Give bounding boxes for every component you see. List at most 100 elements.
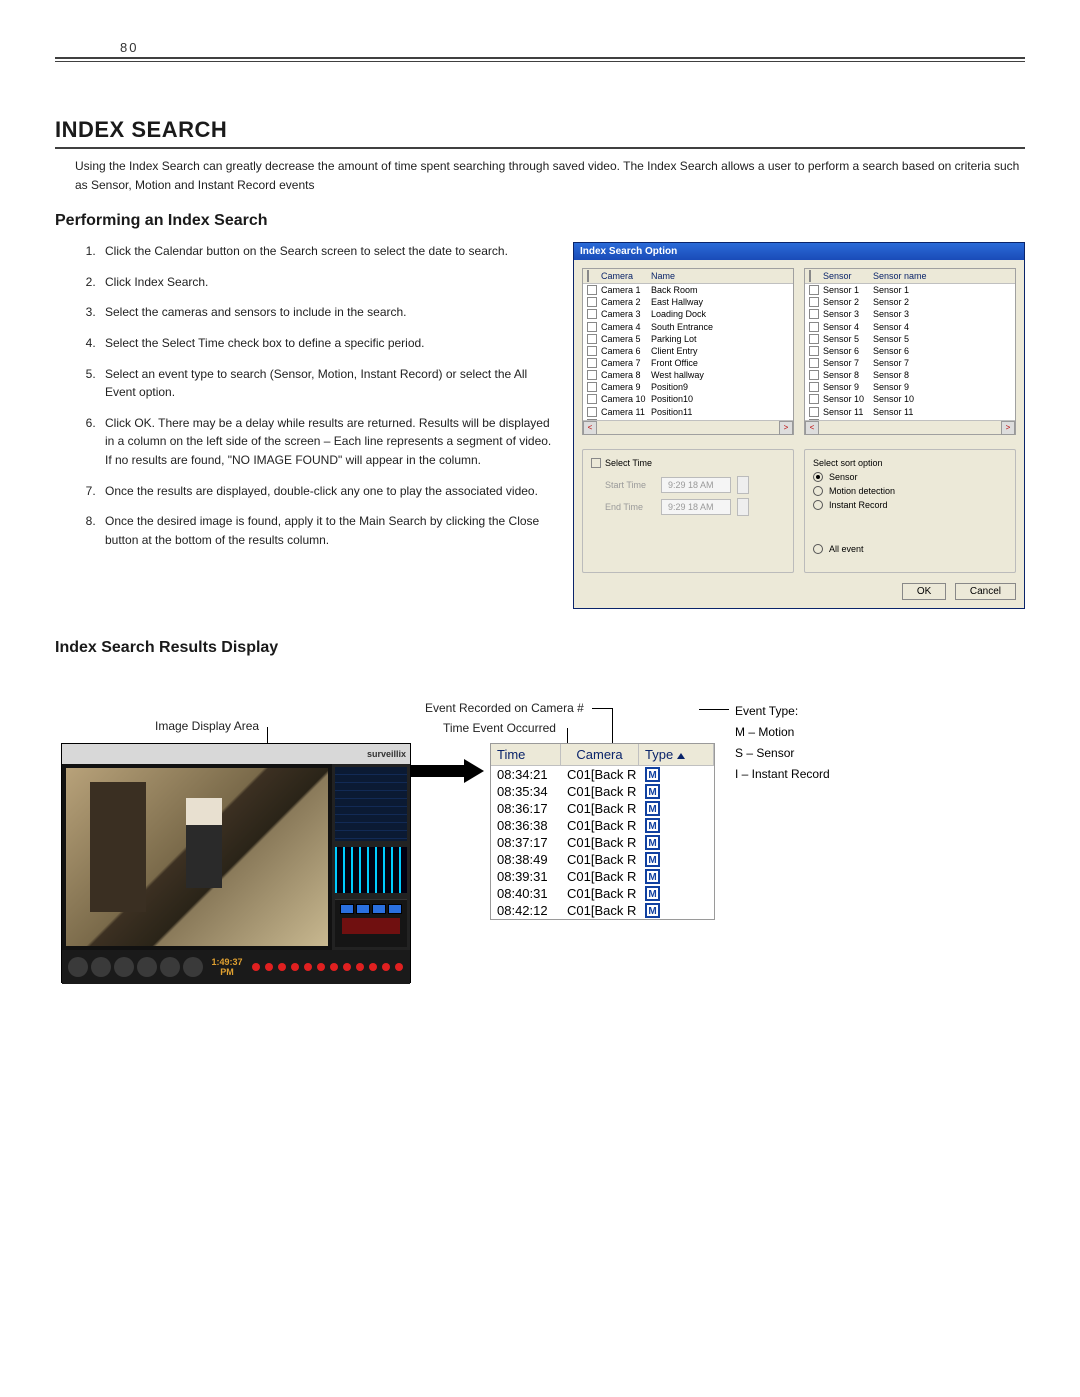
camera-row[interactable]: Camera 7Front Office (583, 357, 793, 369)
camera-row[interactable]: Camera 12Position12 (583, 418, 793, 420)
row-checkbox[interactable] (587, 382, 597, 392)
row-checkbox[interactable] (587, 419, 597, 420)
sensor-row[interactable]: Sensor 8Sensor 8 (805, 369, 1015, 381)
start-time-spinner[interactable] (737, 476, 749, 494)
result-row[interactable]: 08:38:49C01[Back RM (491, 851, 714, 868)
row-checkbox[interactable] (809, 370, 819, 380)
sensor-row[interactable]: Sensor 3Sensor 3 (805, 308, 1015, 320)
row-checkbox[interactable] (587, 358, 597, 368)
sensor-row[interactable]: Sensor 12Sensor 12 (805, 418, 1015, 420)
sensor-row[interactable]: Sensor 7Sensor 7 (805, 357, 1015, 369)
result-row[interactable]: 08:37:17C01[Back RM (491, 834, 714, 851)
sensor-row[interactable]: Sensor 6Sensor 6 (805, 345, 1015, 357)
cancel-button[interactable]: Cancel (955, 583, 1016, 600)
motion-type-icon: M (645, 852, 660, 867)
result-row[interactable]: 08:39:31C01[Back RM (491, 868, 714, 885)
heading-results-display: Index Search Results Display (55, 639, 1025, 657)
sensor-listbox[interactable]: Sensor Sensor name Sensor 1Sensor 1Senso… (804, 268, 1016, 435)
camera-select-all-checkbox[interactable] (587, 270, 589, 282)
legend-event-type: Event Type: (735, 701, 830, 722)
col-camera-header[interactable]: Camera (561, 744, 639, 765)
camera-row[interactable]: Camera 2East Hallway (583, 296, 793, 308)
row-checkbox[interactable] (587, 309, 597, 319)
row-checkbox[interactable] (587, 297, 597, 307)
radio-motion[interactable] (813, 486, 823, 496)
row-checkbox[interactable] (587, 394, 597, 404)
side-controls[interactable] (335, 899, 407, 947)
result-row[interactable]: 08:36:38C01[Back RM (491, 817, 714, 834)
heading-performing: Performing an Index Search (55, 212, 1025, 230)
row-checkbox[interactable] (587, 285, 597, 295)
row-checkbox[interactable] (809, 309, 819, 319)
row-checkbox[interactable] (809, 334, 819, 344)
sort-option-panel: Select sort option Sensor Motion detecti… (804, 449, 1016, 573)
radio-all-event[interactable] (813, 544, 823, 554)
sensor-row[interactable]: Sensor 2Sensor 2 (805, 296, 1015, 308)
intro-paragraph: Using the Index Search can greatly decre… (75, 157, 1025, 194)
camera-row[interactable]: Camera 8West hallway (583, 369, 793, 381)
camera-row[interactable]: Camera 1Back Room (583, 284, 793, 296)
start-time-field[interactable]: 9:29 18 AM (661, 477, 731, 493)
row-checkbox[interactable] (809, 285, 819, 295)
sensor-row[interactable]: Sensor 5Sensor 5 (805, 333, 1015, 345)
col-type-header[interactable]: Type (639, 744, 714, 765)
camera-row[interactable]: Camera 6Client Entry (583, 345, 793, 357)
camera-name-col-header: Name (651, 271, 789, 281)
thumbnail-strip[interactable] (335, 767, 407, 841)
radio-sensor[interactable] (813, 472, 823, 482)
camera-col-header: Camera (601, 271, 651, 281)
camera-row[interactable]: Camera 5Parking Lot (583, 333, 793, 345)
row-checkbox[interactable] (809, 382, 819, 392)
step-item: Click OK. There may be a delay while res… (99, 414, 555, 470)
camera-row[interactable]: Camera 3Loading Dock (583, 308, 793, 320)
result-row[interactable]: 08:34:21C01[Back RM (491, 766, 714, 783)
row-checkbox[interactable] (809, 407, 819, 417)
row-checkbox[interactable] (587, 346, 597, 356)
row-checkbox[interactable] (809, 419, 819, 420)
camera-row[interactable]: Camera 10Position10 (583, 393, 793, 405)
scroll-left-icon[interactable]: < (805, 421, 819, 435)
steps-list: Click the Calendar button on the Search … (55, 242, 555, 549)
row-checkbox[interactable] (587, 407, 597, 417)
camera-row[interactable]: Camera 4South Entrance (583, 321, 793, 333)
scroll-right-icon[interactable]: > (1001, 421, 1015, 435)
row-checkbox[interactable] (809, 297, 819, 307)
select-time-checkbox[interactable] (591, 458, 601, 468)
ok-button[interactable]: OK (902, 583, 946, 600)
camera-row[interactable]: Camera 9Position9 (583, 381, 793, 393)
step-item: Select an event type to search (Sensor, … (99, 365, 555, 402)
sensor-row[interactable]: Sensor 1Sensor 1 (805, 284, 1015, 296)
step-item: Once the desired image is found, apply i… (99, 512, 555, 549)
row-checkbox[interactable] (809, 346, 819, 356)
scroll-right-icon[interactable]: > (779, 421, 793, 435)
row-checkbox[interactable] (809, 322, 819, 332)
camera-listbox[interactable]: Camera Name Camera 1Back RoomCamera 2Eas… (582, 268, 794, 435)
sensor-row[interactable]: Sensor 9Sensor 9 (805, 381, 1015, 393)
end-time-field[interactable]: 9:29 18 AM (661, 499, 731, 515)
sensor-row[interactable]: Sensor 4Sensor 4 (805, 321, 1015, 333)
row-checkbox[interactable] (587, 322, 597, 332)
radio-instant[interactable] (813, 500, 823, 510)
legend-s: S – Sensor (735, 743, 830, 764)
result-row[interactable]: 08:36:17C01[Back RM (491, 800, 714, 817)
motion-type-icon: M (645, 801, 660, 816)
row-checkbox[interactable] (587, 334, 597, 344)
row-checkbox[interactable] (809, 358, 819, 368)
col-time-header[interactable]: Time (491, 744, 561, 765)
sensor-row[interactable]: Sensor 11Sensor 11 (805, 406, 1015, 418)
scroll-left-icon[interactable]: < (583, 421, 597, 435)
result-row[interactable]: 08:42:12C01[Back RM (491, 902, 714, 919)
row-checkbox[interactable] (809, 394, 819, 404)
player-transport[interactable]: 1:49:37 PM (62, 950, 410, 984)
result-row[interactable]: 08:35:34C01[Back RM (491, 783, 714, 800)
sensor-col-header: Sensor (823, 271, 873, 281)
select-time-label: Select Time (605, 458, 652, 468)
sensor-row[interactable]: Sensor 10Sensor 10 (805, 393, 1015, 405)
row-checkbox[interactable] (587, 370, 597, 380)
sensor-select-all-checkbox[interactable] (809, 270, 811, 282)
end-time-spinner[interactable] (737, 498, 749, 516)
results-list[interactable]: Time Camera Type 08:34:21C01[Back RM08:3… (490, 743, 715, 920)
result-row[interactable]: 08:40:31C01[Back RM (491, 885, 714, 902)
radio-all-event-label: All event (829, 544, 864, 554)
camera-row[interactable]: Camera 11Position11 (583, 406, 793, 418)
